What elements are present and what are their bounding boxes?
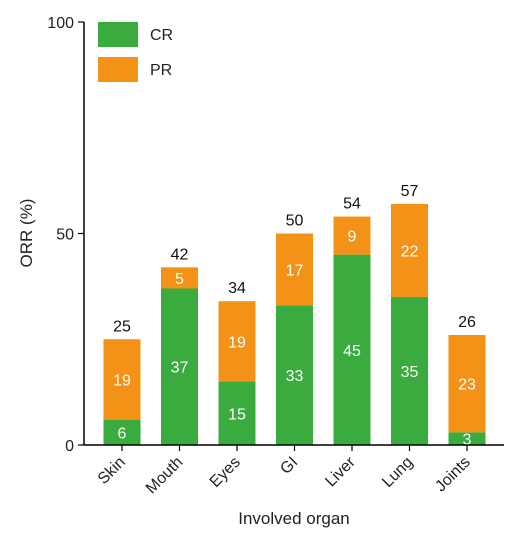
x-tick-label-lung: Lung [379,454,416,491]
bar-pr-skin [103,339,141,420]
bar-pr-lung [391,203,428,297]
x-tick-label-eyes: Eyes [207,454,244,491]
bar-cr-gi [276,305,313,445]
data-label-cr-mouth: 37 [171,360,189,377]
bars-group: 6 19 25 37 5 42 15 19 34 33 17 50 45 9 54 35 22 57 3 23 26 [103,183,486,449]
x-tick-label-gi: GI [277,454,301,478]
data-label-pr-lung: 22 [401,243,419,260]
legend-label-pr: PR [150,62,172,79]
data-label-cr-joints: 3 [463,432,472,449]
x-tick-label-liver: Liver [322,453,359,490]
data-label-cr-lung: 35 [401,364,419,381]
bar-pr-joints [448,335,486,433]
y-tick-label-100: 100 [47,15,74,32]
total-label-joints: 26 [458,314,476,331]
bar-pr-liver [333,216,371,255]
total-label-skin: 25 [113,318,131,335]
x-ticks-group: Skin Mouth Eyes GI Liver Lung Joints [95,445,474,497]
x-tick-label-joints: Joints [432,454,474,496]
x-tick-label-mouth: Mouth [143,454,186,497]
bar-pr-eyes [218,301,256,382]
data-label-cr-skin: 6 [118,425,127,442]
y-axis-title: ORR (%) [17,199,36,268]
data-label-cr-eyes: 15 [228,406,246,423]
x-axis-title: Involved organ [238,509,350,528]
bar-cr-eyes [218,381,256,445]
x-tick-label-skin: Skin [95,454,129,488]
data-label-pr-eyes: 19 [228,334,246,351]
data-label-pr-skin: 19 [113,372,131,389]
y-ticks-group: 0 50 100 [47,15,84,455]
y-tick-label-0: 0 [65,438,74,455]
data-label-pr-joints: 23 [458,377,476,394]
total-label-liver: 54 [343,196,361,213]
legend: CR PR [98,22,173,82]
total-label-mouth: 42 [171,246,189,263]
bar-pr-mouth [161,267,198,289]
bar-cr-liver [333,254,371,445]
legend-label-cr: CR [150,27,173,44]
data-label-pr-liver: 9 [348,229,357,246]
bar-pr-gi [276,233,313,306]
data-label-cr-gi: 33 [286,368,304,385]
bar-cr-joints [448,432,486,445]
total-label-eyes: 34 [228,280,246,297]
bar-cr-lung [391,296,428,445]
data-label-cr-liver: 45 [343,343,361,360]
bar-cr-mouth [161,288,198,445]
bar-cr-skin [103,419,141,445]
total-label-gi: 50 [286,213,304,230]
total-label-lung: 57 [401,183,419,200]
legend-swatch-pr [98,57,138,82]
legend-swatch-cr [98,22,138,47]
data-label-pr-gi: 17 [286,262,304,279]
y-tick-label-50: 50 [56,227,74,244]
data-label-pr-mouth: 5 [175,271,184,288]
